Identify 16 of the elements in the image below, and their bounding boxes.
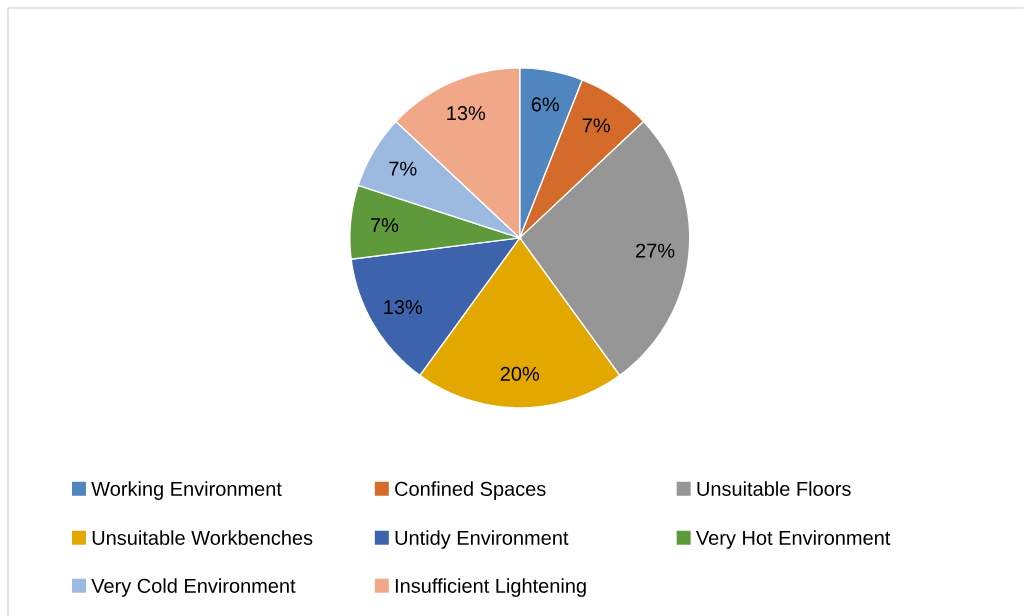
legend-label: Insufficient Lightening: [395, 578, 586, 597]
data-label: 6%: [531, 97, 559, 112]
data-label: 7%: [582, 118, 610, 133]
legend-label: Confined Spaces: [395, 481, 546, 500]
legend-label: Unsuitable Workbenches: [92, 530, 313, 545]
data-label: 7%: [371, 218, 399, 232]
legend-label: Untidy Environment: [395, 530, 569, 549]
legend-label: Unsuitable Floors: [697, 481, 851, 496]
data-label: 20%: [500, 366, 540, 381]
legend-label: Very Hot Environment: [696, 530, 891, 549]
data-label: 13%: [384, 299, 423, 315]
legend-label: Very Cold Environment: [91, 578, 296, 597]
data-label: 27%: [636, 243, 675, 258]
data-label: 13%: [447, 105, 486, 121]
data-label: 7%: [389, 161, 417, 176]
legend-label: Working Environment: [91, 481, 282, 500]
